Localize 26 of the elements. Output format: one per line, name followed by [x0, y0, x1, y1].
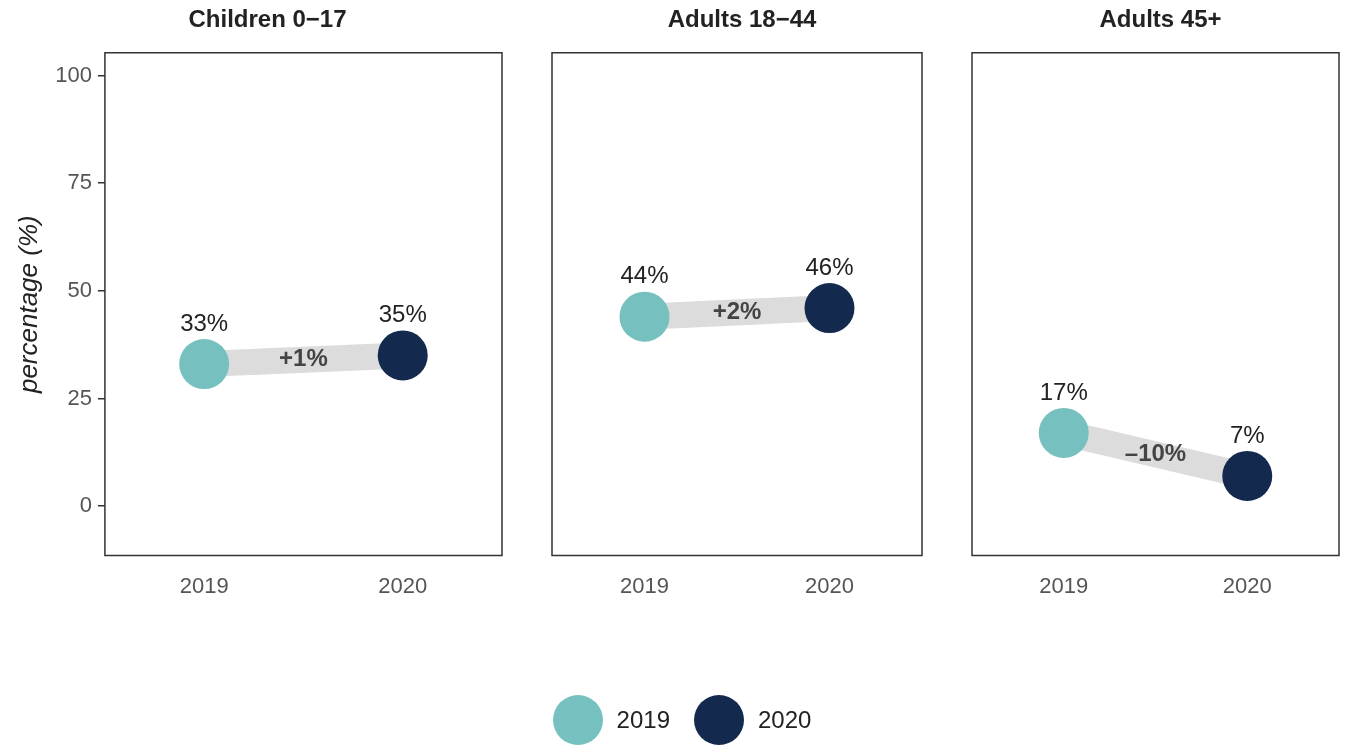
chart-title: Children 0−17	[188, 5, 347, 33]
data-label: 46%	[805, 252, 854, 280]
data-label: 33%	[180, 308, 229, 336]
y-tick-label: 50	[67, 276, 92, 302]
annotation: –10%	[1124, 439, 1187, 467]
legend-label: 2019	[616, 706, 670, 734]
x-tick-label: 2020	[378, 572, 428, 598]
data-label: 35%	[378, 300, 427, 328]
y-tick-label: 25	[67, 384, 92, 410]
chart-title: Adults 45+	[1099, 5, 1222, 33]
x-tick-label: 2019	[179, 572, 229, 598]
chart-title: Adults 18−44	[667, 5, 818, 33]
data-label: 44%	[620, 261, 669, 289]
y-tick-label: 100	[55, 61, 92, 87]
x-tick-label: 2020	[1222, 572, 1272, 598]
y-axis-title: percentage (%)	[12, 215, 43, 395]
y-tick-label: 75	[67, 169, 92, 195]
annotation: +2%	[712, 297, 762, 324]
x-tick-label: 2019	[620, 572, 669, 598]
x-tick-label: 2020	[805, 572, 854, 598]
data-label: 17%	[1039, 377, 1088, 405]
legend-label: 2020	[758, 706, 812, 734]
data-label: 7%	[1229, 420, 1265, 448]
y-tick-label: 0	[79, 492, 92, 518]
x-tick-label: 2019	[1039, 572, 1089, 598]
annotation: +1%	[279, 344, 328, 372]
